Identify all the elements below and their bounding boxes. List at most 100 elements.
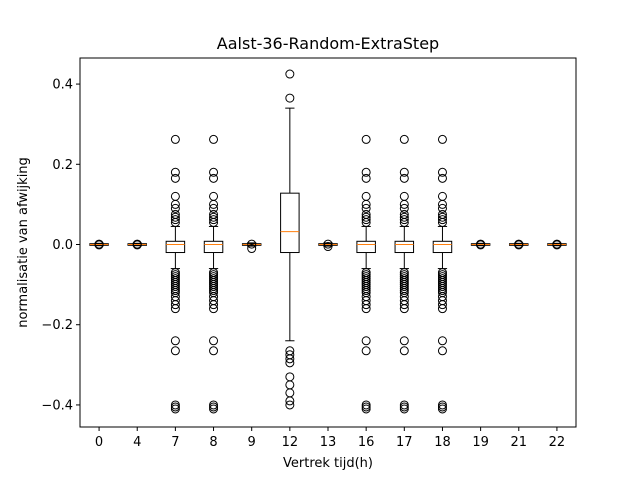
outlier-point — [247, 244, 257, 254]
outlier-point — [170, 217, 180, 227]
outlier-point — [437, 212, 447, 222]
outlier-point — [399, 167, 409, 177]
outlier-point — [285, 396, 295, 406]
outlier-point — [361, 134, 371, 144]
outlier-point — [209, 212, 219, 222]
outlier-point — [247, 239, 257, 249]
outlier-point — [399, 199, 409, 209]
outlier-point — [209, 167, 219, 177]
outlier-point — [399, 217, 409, 227]
outlier-point — [437, 167, 447, 177]
box-iqr — [356, 240, 376, 254]
outlier-point — [437, 336, 447, 346]
outlier-point — [170, 404, 180, 414]
outlier-point — [209, 203, 219, 213]
x-tick-label: 0 — [95, 435, 103, 450]
outlier-point — [361, 167, 371, 177]
outlier-point — [361, 300, 371, 310]
outlier-point — [399, 304, 409, 314]
outlier-point — [285, 358, 295, 368]
outlier-point — [170, 212, 180, 222]
x-tick-label: 13 — [320, 435, 337, 450]
box-group — [241, 239, 262, 254]
outlier-point — [94, 239, 104, 249]
y-axis-label: normalisatie van afwijking — [16, 157, 31, 328]
y-tick-label: 0.4 — [52, 78, 73, 93]
box-group — [127, 239, 147, 250]
outlier-point — [209, 217, 219, 227]
outlier-point — [209, 304, 219, 314]
outlier-point — [399, 215, 409, 225]
x-tick-label: 9 — [248, 435, 256, 450]
box-group — [165, 134, 186, 414]
box-iqr — [203, 240, 224, 254]
outlier-point — [399, 173, 409, 183]
outlier-point — [437, 217, 447, 227]
outlier-point — [170, 336, 180, 346]
outlier-point — [552, 239, 562, 249]
box-iqr — [165, 240, 186, 254]
y-tick-label: 0.2 — [52, 158, 73, 173]
x-tick-label: 7 — [171, 435, 179, 450]
x-axis-label: Vertrek tijd(h) — [283, 456, 373, 471]
outlier-point — [399, 300, 409, 310]
outlier-point — [170, 134, 180, 144]
outlier-point — [476, 239, 486, 249]
outlier-point — [170, 167, 180, 177]
outlier-point — [361, 212, 371, 222]
outlier-point — [437, 199, 447, 209]
x-tick-label: 8 — [209, 435, 217, 450]
outlier-point — [209, 173, 219, 183]
outlier-point — [170, 203, 180, 213]
outlier-point — [285, 400, 295, 410]
box-group — [509, 239, 529, 250]
x-tick-label: 16 — [358, 435, 375, 450]
outlier-point — [361, 199, 371, 209]
outlier-point — [170, 173, 180, 183]
outlier-point — [399, 336, 409, 346]
y-tick-label: 0.0 — [52, 238, 73, 253]
outlier-point — [209, 199, 219, 209]
chart-title: Aalst-36-Random-ExtraStep — [217, 34, 439, 53]
outlier-point — [323, 242, 333, 252]
x-tick-label: 22 — [549, 435, 566, 450]
outlier-point — [437, 304, 447, 314]
outlier-point — [437, 203, 447, 213]
outlier-point — [361, 203, 371, 213]
box-group — [394, 134, 415, 414]
outlier-point — [361, 346, 371, 356]
outlier-point — [209, 300, 219, 310]
outlier-point — [399, 404, 409, 414]
outlier-point — [361, 404, 371, 414]
x-tick-label: 4 — [133, 435, 141, 450]
box-group — [280, 69, 300, 410]
x-axis: 0 4 7 8 9 12 13 16 17 18 19 21 22 — [95, 427, 565, 450]
outlier-point — [437, 404, 447, 414]
outlier-point — [361, 215, 371, 225]
outlier-point — [437, 173, 447, 183]
box-group — [203, 134, 224, 414]
outlier-point — [361, 173, 371, 183]
box-iqr — [394, 240, 415, 254]
outlier-point — [437, 215, 447, 225]
outlier-point — [361, 304, 371, 314]
outlier-point — [399, 212, 409, 222]
box-group — [318, 239, 338, 252]
outlier-point — [399, 134, 409, 144]
outlier-point — [209, 404, 219, 414]
box-group — [547, 239, 567, 250]
outlier-point — [209, 336, 219, 346]
x-tick-label: 21 — [510, 435, 527, 450]
box-iqr — [432, 240, 453, 254]
plot-area — [89, 69, 567, 414]
outlier-point — [170, 346, 180, 356]
outlier-point — [399, 203, 409, 213]
y-tick-label: −0.2 — [41, 318, 73, 333]
outlier-point — [209, 134, 219, 144]
x-tick-label: 12 — [282, 435, 299, 450]
box-group — [432, 134, 453, 414]
outlier-point — [209, 215, 219, 225]
x-tick-label: 18 — [434, 435, 451, 450]
outlier-point — [399, 346, 409, 356]
